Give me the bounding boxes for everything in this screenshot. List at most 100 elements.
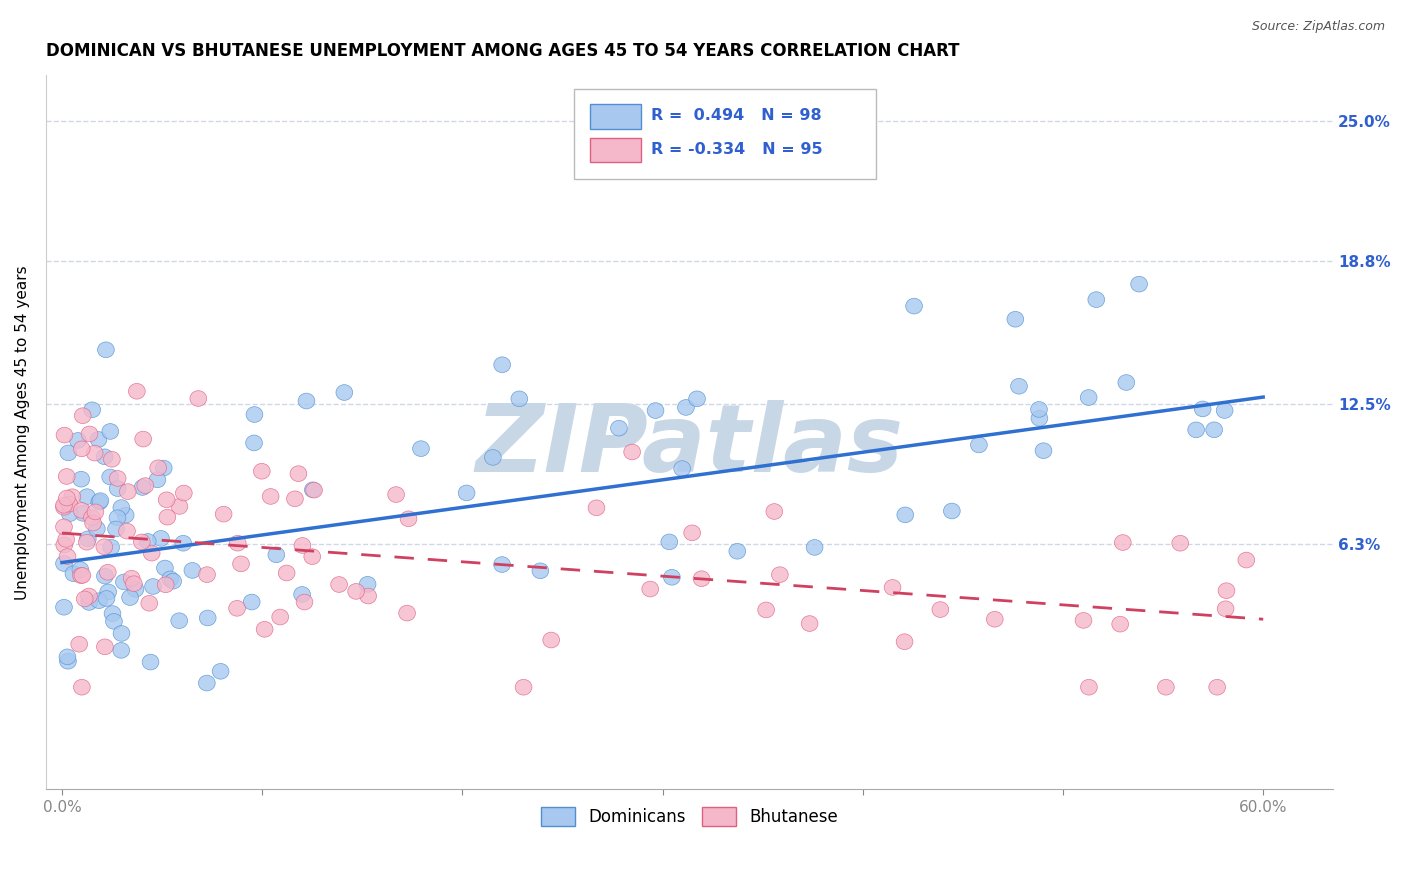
Ellipse shape [104,451,121,467]
Ellipse shape [143,545,160,561]
Ellipse shape [75,567,91,583]
Ellipse shape [70,636,87,652]
Ellipse shape [190,391,207,407]
Ellipse shape [75,408,91,424]
Ellipse shape [135,431,152,447]
Ellipse shape [73,567,90,583]
Ellipse shape [122,590,138,606]
Ellipse shape [59,649,76,665]
Ellipse shape [1130,277,1147,292]
Ellipse shape [1206,422,1223,438]
Ellipse shape [298,393,315,409]
Ellipse shape [1080,390,1097,405]
Ellipse shape [56,519,72,534]
Text: R =  0.494   N = 98: R = 0.494 N = 98 [651,109,821,123]
Ellipse shape [75,506,91,521]
Ellipse shape [89,521,105,537]
Ellipse shape [1218,601,1234,616]
Ellipse shape [117,508,134,523]
Ellipse shape [84,516,101,531]
Ellipse shape [80,531,96,547]
Ellipse shape [1007,311,1024,327]
Ellipse shape [212,664,229,679]
Ellipse shape [515,680,531,695]
Ellipse shape [758,602,775,618]
Ellipse shape [263,489,278,504]
Ellipse shape [297,594,314,610]
Ellipse shape [79,534,96,550]
Ellipse shape [806,540,823,556]
Ellipse shape [1076,613,1092,628]
Ellipse shape [112,500,129,516]
Ellipse shape [56,537,73,553]
Ellipse shape [82,426,98,442]
Ellipse shape [1031,401,1047,417]
Ellipse shape [124,570,141,586]
Ellipse shape [772,566,789,582]
Text: R = -0.334   N = 95: R = -0.334 N = 95 [651,142,823,157]
Ellipse shape [232,556,249,572]
Ellipse shape [60,445,77,461]
Ellipse shape [110,510,127,525]
Ellipse shape [229,535,246,551]
Ellipse shape [347,583,364,599]
Ellipse shape [905,298,922,314]
Ellipse shape [184,563,201,578]
Ellipse shape [65,489,80,505]
Ellipse shape [73,502,90,518]
Ellipse shape [1031,410,1047,426]
Ellipse shape [336,384,353,401]
Ellipse shape [588,500,605,516]
Text: ZIPatlas: ZIPatlas [475,401,904,492]
Ellipse shape [159,509,176,525]
Ellipse shape [58,532,75,548]
Ellipse shape [678,400,695,416]
Ellipse shape [304,549,321,565]
Ellipse shape [157,577,174,592]
Ellipse shape [689,391,706,407]
Ellipse shape [101,469,118,485]
Ellipse shape [172,499,188,515]
Ellipse shape [1081,680,1097,695]
Ellipse shape [1035,442,1052,458]
Ellipse shape [112,625,129,641]
Ellipse shape [108,521,124,537]
Ellipse shape [1088,292,1105,308]
Ellipse shape [200,610,217,626]
Ellipse shape [98,591,115,607]
Ellipse shape [100,584,117,599]
Ellipse shape [156,460,172,476]
Ellipse shape [56,427,73,443]
Ellipse shape [112,642,129,658]
Text: Source: ZipAtlas.com: Source: ZipAtlas.com [1251,20,1385,33]
Ellipse shape [987,611,1002,627]
Ellipse shape [87,504,104,520]
Ellipse shape [330,576,347,592]
Ellipse shape [531,563,548,579]
Ellipse shape [243,594,260,610]
Ellipse shape [897,507,914,523]
Ellipse shape [128,384,145,399]
Ellipse shape [136,478,153,493]
Ellipse shape [84,402,101,417]
Ellipse shape [246,407,263,423]
Ellipse shape [1237,552,1254,568]
FancyBboxPatch shape [574,89,876,178]
Ellipse shape [246,435,263,450]
Ellipse shape [156,560,173,576]
Ellipse shape [73,441,90,457]
Ellipse shape [104,606,121,622]
Ellipse shape [610,420,627,436]
Ellipse shape [103,540,120,555]
Ellipse shape [110,471,127,486]
Ellipse shape [1188,422,1205,438]
Ellipse shape [647,402,664,418]
Ellipse shape [153,531,169,546]
Ellipse shape [1194,401,1211,417]
Ellipse shape [91,494,108,510]
Ellipse shape [271,609,288,625]
Ellipse shape [943,503,960,519]
Ellipse shape [728,543,745,559]
Ellipse shape [683,525,700,541]
Ellipse shape [96,449,112,465]
